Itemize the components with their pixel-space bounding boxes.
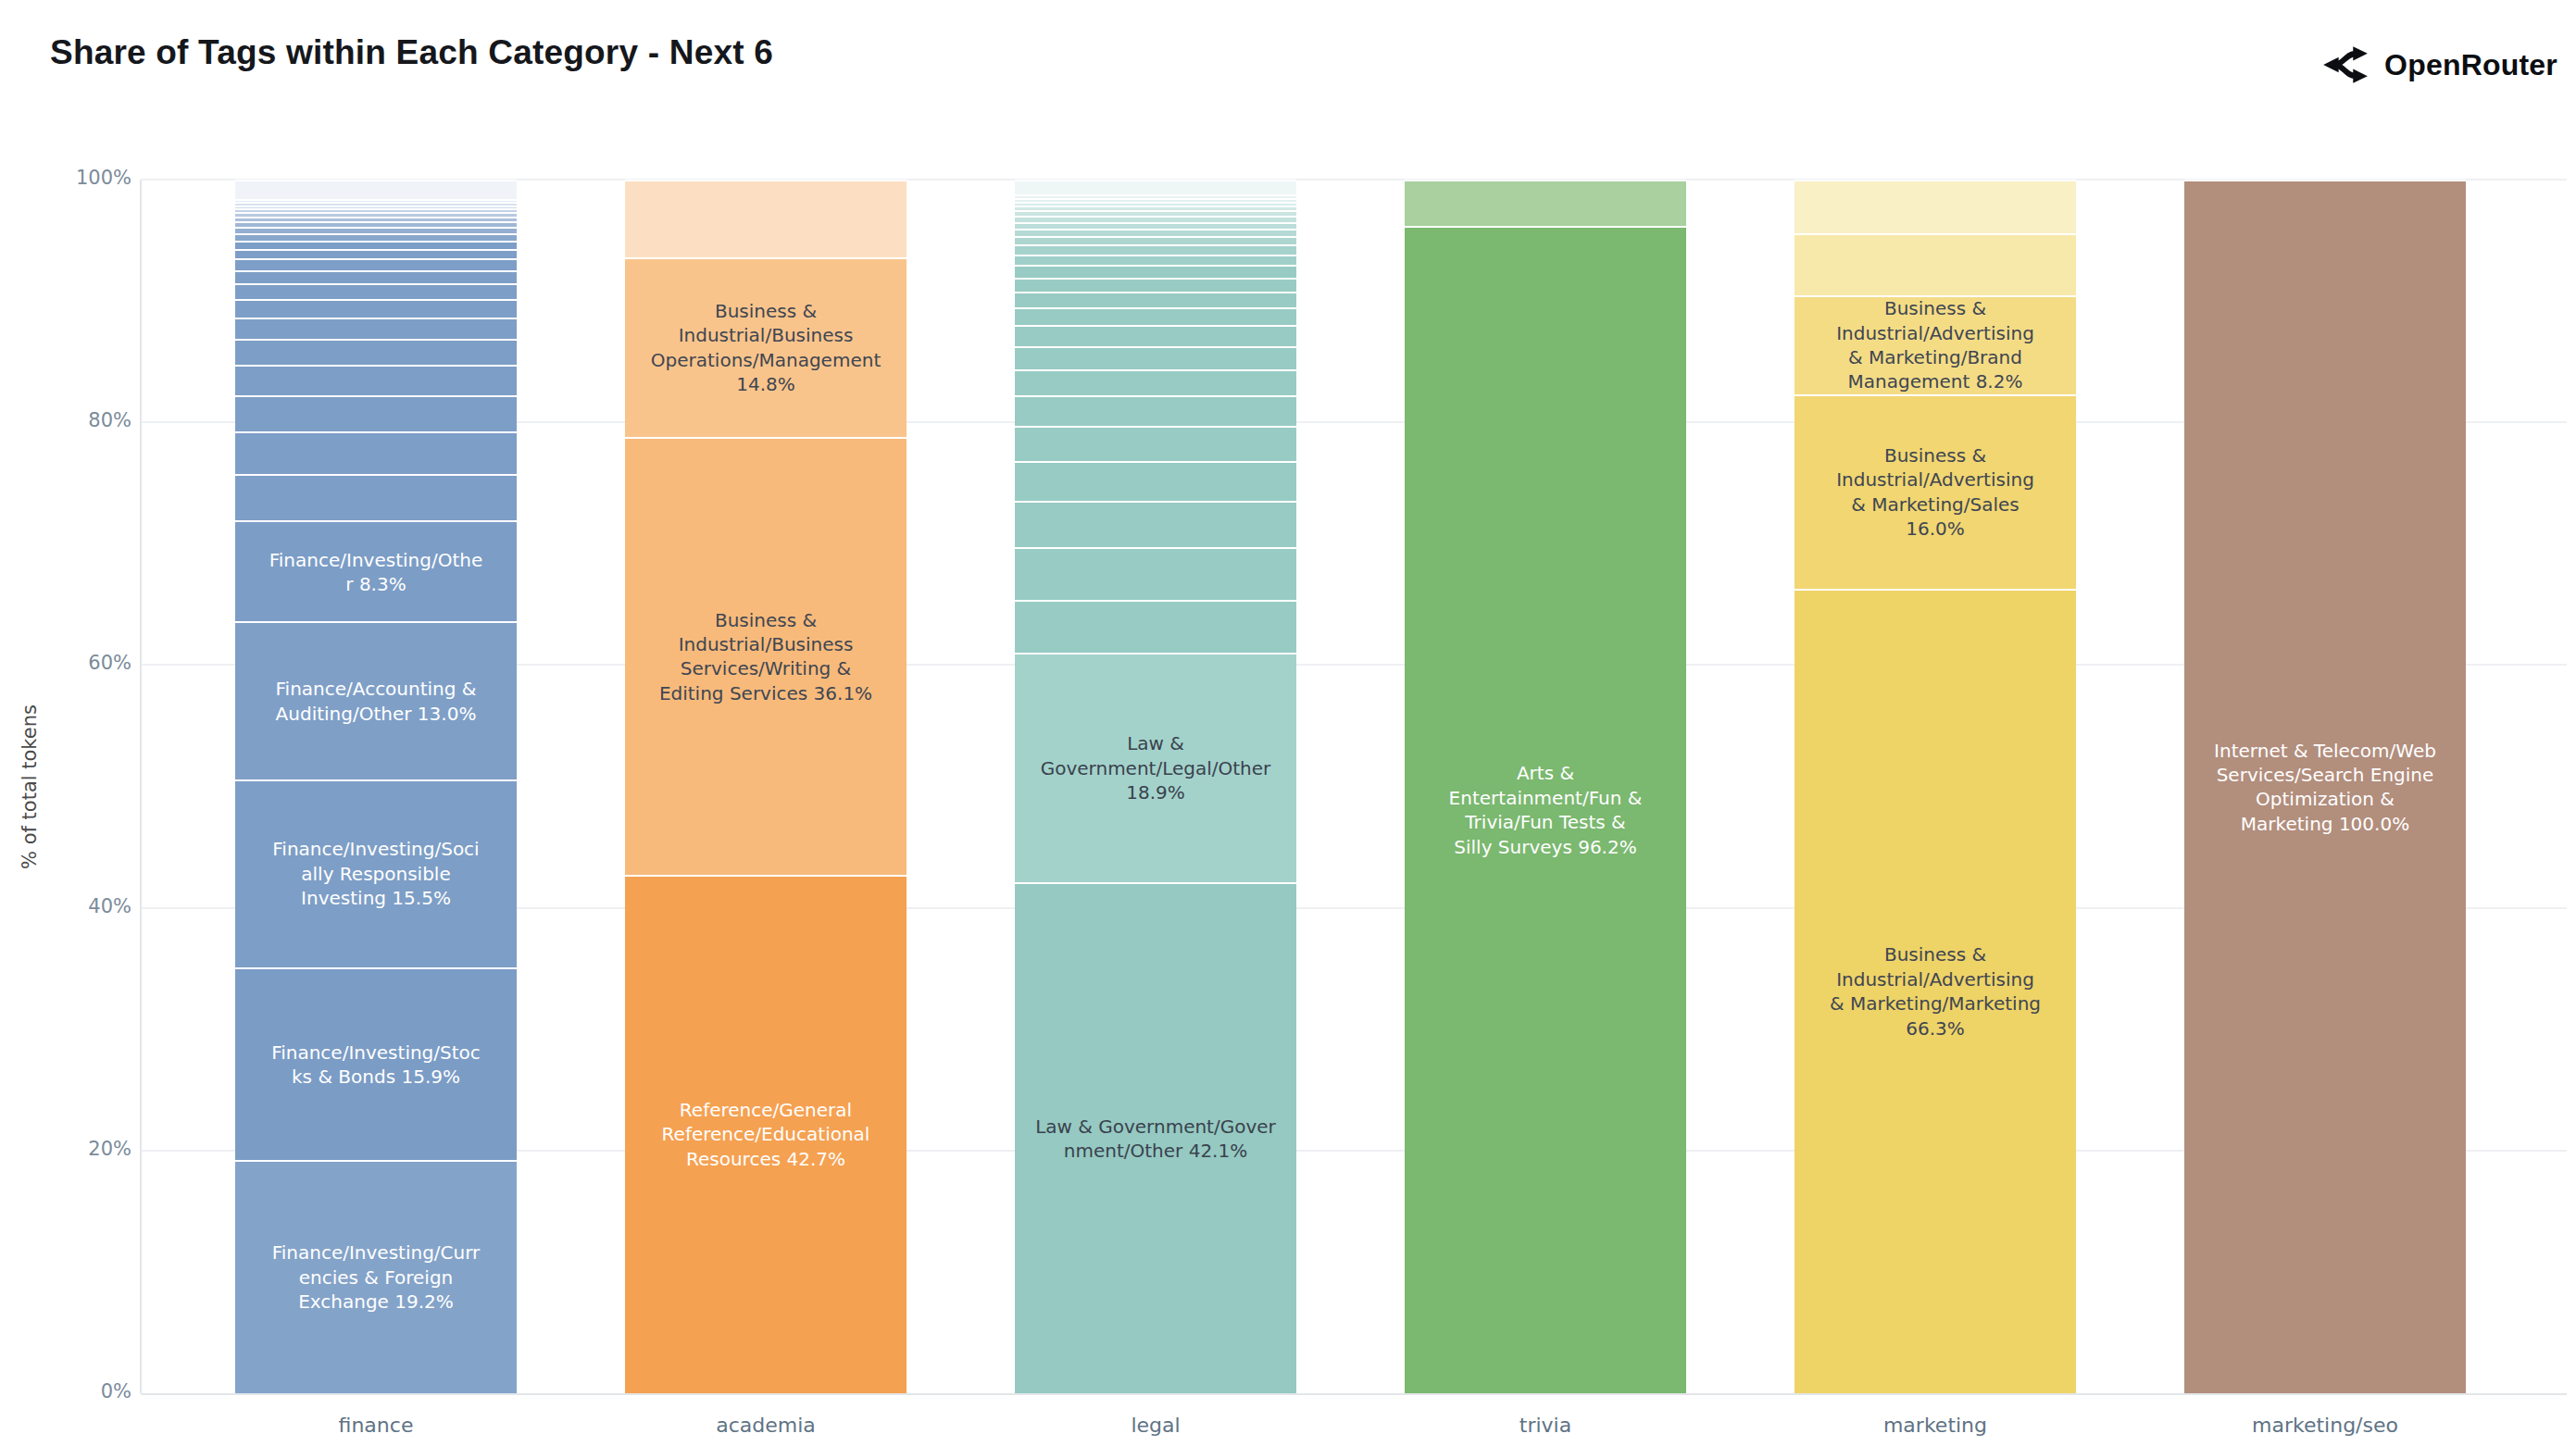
bar-segment-minor[interactable] [235,431,517,474]
segment-label: Reference/General Reference/Educational … [617,1098,915,1171]
bar-segment-minor[interactable] [1015,307,1296,326]
bar-segment-minor[interactable] [235,258,517,269]
category-label: legal [998,1414,1313,1437]
bar-segment-minor[interactable] [235,233,517,241]
y-axis-line [140,180,142,1393]
bar-segment[interactable]: Finance/Investing/Soci ally Responsible … [235,779,517,967]
bar-segment[interactable]: Business & Industrial/Business Operation… [625,257,907,437]
bar-segment-minor[interactable] [1015,229,1296,236]
y-tick-label: 40% [20,895,131,917]
bar-segment-minor[interactable] [235,299,517,318]
bar-segment[interactable]: Finance/Investing/Othe r 8.3% [235,520,517,621]
segment-label: Law & Government/Legal/Other 18.9% [1007,732,1305,805]
bar-segment-minor[interactable] [235,283,517,299]
stacked-bar-chart: 0% 20% 40% 60% 80% 100% % of total tokens Finan… [0,0,2576,1446]
segment-label: Internet & Telecom/Web Services/Search E… [2176,739,2474,837]
bar-segment-minor[interactable] [235,270,517,283]
bar-segment[interactable]: Law & Government/Gover nment/Other 42.1% [1015,882,1296,1393]
bar-segment-minor[interactable] [1015,461,1296,501]
bar-segment[interactable]: Finance/Accounting & Auditing/Other 13.0… [235,621,517,779]
segment-label: Finance/Investing/Soci ally Responsible … [227,838,525,911]
bar-segment-minor[interactable] [1405,180,1686,226]
category-label: finance [219,1414,533,1437]
bar-segment-minor[interactable] [1015,265,1296,277]
bar-segment[interactable]: Finance/Investing/Stoc ks & Bonds 15.9% [235,967,517,1160]
bar-segment-minor[interactable] [235,365,517,395]
segment-label: Finance/Accounting & Auditing/Other 13.0… [227,677,525,726]
y-axis-title: % of total tokens [19,704,41,869]
bar-segment-minor[interactable] [1015,369,1296,396]
bar-segment-minor[interactable] [1794,233,2076,295]
bar-segment[interactable]: Reference/General Reference/Educational … [625,875,907,1393]
segment-label: Finance/Investing/Othe r 8.3% [227,547,525,596]
bar-segment-minor[interactable] [1015,426,1296,461]
segment-label: Arts & Entertainment/Fun & Trivia/Fun Te… [1396,762,1694,860]
bar-segment-minor[interactable] [1015,236,1296,244]
bar-segment-minor[interactable] [235,318,517,340]
bar-segment-minor[interactable] [1794,180,2076,233]
segment-label: Law & Government/Gover nment/Other 42.1% [1007,1115,1305,1164]
y-tick-label: 100% [20,167,131,189]
bar-segment-minor[interactable] [1015,180,1296,194]
segment-label: Business & Industrial/Advertising & Mark… [1786,443,2084,542]
bar-segment-minor[interactable] [235,249,517,258]
y-tick-label: 80% [20,409,131,431]
category-label: marketing/seo [2168,1414,2482,1437]
bar-segment-minor[interactable] [1015,292,1296,307]
category-label: academia [608,1414,923,1437]
bar-segment[interactable]: Finance/Investing/Curr encies & Foreign … [235,1160,517,1393]
segment-label: Business & Industrial/Advertising & Mark… [1786,297,2084,395]
bar-segment-minor[interactable] [1015,244,1296,254]
bar-segment-minor[interactable] [1015,278,1296,292]
segment-label: Finance/Investing/Stoc ks & Bonds 15.9% [227,1041,525,1090]
bar-segment-minor[interactable] [1015,600,1296,654]
bar-segment-minor[interactable] [1015,395,1296,426]
bar-segment-minor[interactable] [1015,501,1296,547]
bar-segment-minor[interactable] [235,474,517,520]
x-axis-line [141,1393,2567,1395]
bar-segment[interactable]: Law & Government/Legal/Other 18.9% [1015,653,1296,882]
segment-label: Business & Industrial/Advertising & Mark… [1786,943,2084,1041]
category-label: marketing [1778,1414,2093,1437]
openrouter-chart-page: Share of Tags within Each Category - Nex… [0,0,2576,1446]
bar-segment-minor[interactable] [625,180,907,257]
segment-label: Business & Industrial/Business Operation… [617,299,915,397]
bar-segment-minor[interactable] [235,395,517,431]
y-tick-label: 20% [20,1138,131,1160]
y-tick-label: 60% [20,652,131,674]
bar-segment-minor[interactable] [1015,547,1296,599]
bar-segment[interactable]: Business & Industrial/Advertising & Mark… [1794,295,2076,395]
y-tick-label: 0% [20,1380,131,1402]
bar-segment[interactable]: Business & Industrial/Business Services/… [625,437,907,875]
bar-segment-minor[interactable] [235,180,517,199]
bar-segment[interactable]: Business & Industrial/Advertising & Mark… [1794,589,2076,1393]
bar-segment[interactable]: Arts & Entertainment/Fun & Trivia/Fun Te… [1405,226,1686,1393]
bar-segment-minor[interactable] [235,339,517,365]
bar-segment[interactable]: Internet & Telecom/Web Services/Search E… [2184,180,2466,1393]
category-label: trivia [1388,1414,1703,1437]
bar-segment-minor[interactable] [1015,325,1296,345]
bar-segment-minor[interactable] [235,241,517,249]
bar-segment[interactable]: Business & Industrial/Advertising & Mark… [1794,394,2076,589]
bar-segment-minor[interactable] [1015,255,1296,266]
segment-label: Finance/Investing/Curr encies & Foreign … [227,1241,525,1315]
bar-segment-minor[interactable] [1015,222,1296,229]
bar-segment-minor[interactable] [1015,346,1296,369]
segment-label: Business & Industrial/Business Services/… [617,608,915,706]
